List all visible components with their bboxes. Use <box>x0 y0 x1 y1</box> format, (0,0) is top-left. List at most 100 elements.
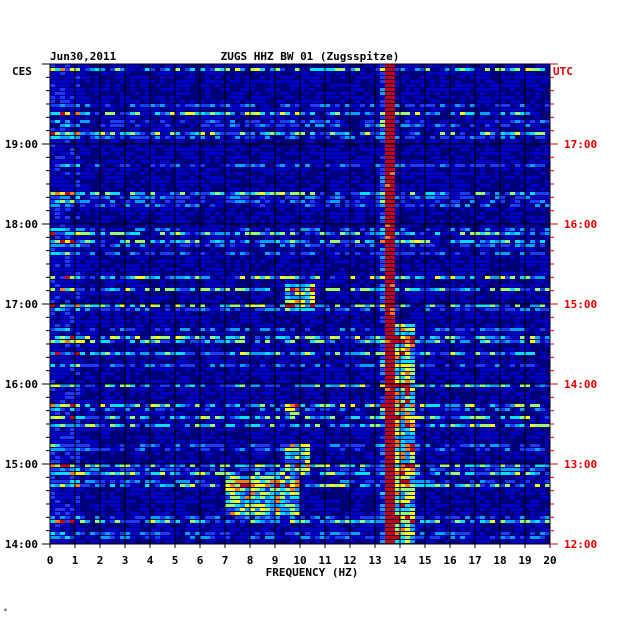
spectrogram-cell <box>495 164 500 167</box>
spectrogram-cell <box>225 200 230 203</box>
spectrogram-cell <box>335 240 340 243</box>
spectrogram-cell <box>505 136 510 139</box>
spectrogram-cell <box>545 288 550 291</box>
spectrogram-cell <box>60 100 65 103</box>
spectrogram-cell <box>155 84 160 87</box>
spectrogram-cell <box>540 188 545 191</box>
spectrogram-cell <box>195 160 200 163</box>
spectrogram-cell <box>320 272 325 275</box>
spectrogram-cell <box>125 172 130 175</box>
spectrogram-cell <box>225 288 230 291</box>
spectrogram-cell <box>90 308 95 311</box>
spectrogram-cell <box>465 120 470 123</box>
spectrogram-cell <box>220 308 225 311</box>
spectrogram-cell <box>180 280 185 283</box>
spectrogram-cell <box>360 148 365 151</box>
spectrogram-cell <box>365 204 370 207</box>
spectrogram-cell <box>50 264 55 267</box>
spectrogram-cell <box>85 76 90 79</box>
spectrogram-cell <box>390 92 395 95</box>
spectrogram-cell <box>520 288 525 291</box>
spectrogram-cell <box>80 244 85 247</box>
spectrogram-cell <box>405 76 410 79</box>
spectrogram-cell <box>475 320 480 323</box>
spectrogram-cell <box>90 120 95 123</box>
spectrogram-cell <box>120 96 125 99</box>
spectrogram-cell <box>185 156 190 159</box>
spectrogram-cell <box>345 220 350 223</box>
spectrogram-cell <box>475 196 480 199</box>
spectrogram-cell <box>265 64 270 67</box>
spectrogram-cell <box>295 356 300 359</box>
spectrogram-cell <box>200 304 205 307</box>
spectrogram-cell <box>50 308 55 311</box>
spectrogram-cell <box>270 188 275 191</box>
spectrogram-cell <box>520 104 525 107</box>
spectrogram-cell <box>415 344 420 347</box>
spectrogram-cell <box>390 164 395 167</box>
spectrogram-cell <box>495 276 500 279</box>
spectrogram-cell <box>210 356 215 359</box>
spectrogram-cell <box>325 292 330 295</box>
spectrogram-cell <box>495 168 500 171</box>
spectrogram-cell <box>50 252 55 255</box>
spectrogram-cell <box>335 352 340 355</box>
spectrogram-cell <box>520 128 525 131</box>
spectrogram-cell <box>385 168 390 171</box>
spectrogram-cell <box>90 232 95 235</box>
spectrogram-cell <box>75 344 80 347</box>
spectrogram-cell <box>375 168 380 171</box>
plot-area <box>49 63 551 545</box>
spectrogram-cell <box>155 228 160 231</box>
spectrogram-cell <box>210 280 215 283</box>
spectrogram-cell <box>445 312 450 315</box>
spectrogram-cell <box>370 156 375 159</box>
spectrogram-cell <box>235 104 240 107</box>
spectrogram-cell <box>310 140 315 143</box>
spectrogram-cell <box>50 224 55 227</box>
spectrogram-cell <box>395 344 400 347</box>
spectrogram-cell <box>260 260 265 263</box>
spectrogram-cell <box>340 208 345 211</box>
spectrogram-cell <box>120 92 125 95</box>
spectrogram-cell <box>250 104 255 107</box>
spectrogram-cell <box>385 288 390 291</box>
spectrogram-cell <box>80 112 85 115</box>
spectrogram-cell <box>350 132 355 135</box>
spectrogram-cell <box>140 256 145 259</box>
spectrogram-cell <box>290 108 295 111</box>
spectrogram-cell <box>315 120 320 123</box>
spectrogram-cell <box>465 148 470 151</box>
spectrogram-cell <box>175 260 180 263</box>
spectrogram-cell <box>420 256 425 259</box>
spectrogram-cell <box>455 332 460 335</box>
spectrogram-cell <box>325 116 330 119</box>
spectrogram-cell <box>315 292 320 295</box>
spectrogram-cell <box>355 160 360 163</box>
spectrogram-cell <box>115 152 120 155</box>
spectrogram-cell <box>65 220 70 223</box>
spectrogram-cell <box>305 124 310 127</box>
spectrogram-cell <box>495 132 500 135</box>
spectrogram-cell <box>510 340 515 343</box>
spectrogram-cell <box>265 292 270 295</box>
spectrogram-cell <box>345 160 350 163</box>
spectrogram-cell <box>460 332 465 335</box>
spectrogram-cell <box>185 260 190 263</box>
spectrogram-cell <box>345 224 350 227</box>
spectrogram-cell <box>190 180 195 183</box>
spectrogram-cell <box>280 168 285 171</box>
spectrogram-cell <box>400 304 405 307</box>
spectrogram-cell <box>330 108 335 111</box>
spectrogram-cell <box>465 144 470 147</box>
spectrogram-cell <box>180 328 185 331</box>
spectrogram-cell <box>95 212 100 215</box>
spectrogram-cell <box>75 88 80 91</box>
spectrogram-cell <box>105 196 110 199</box>
spectrogram-cell <box>160 124 165 127</box>
spectrogram-cell <box>215 256 220 259</box>
spectrogram-cell <box>510 200 515 203</box>
spectrogram-cell <box>180 136 185 139</box>
spectrogram-cell <box>330 332 335 335</box>
spectrogram-cell <box>305 328 310 331</box>
